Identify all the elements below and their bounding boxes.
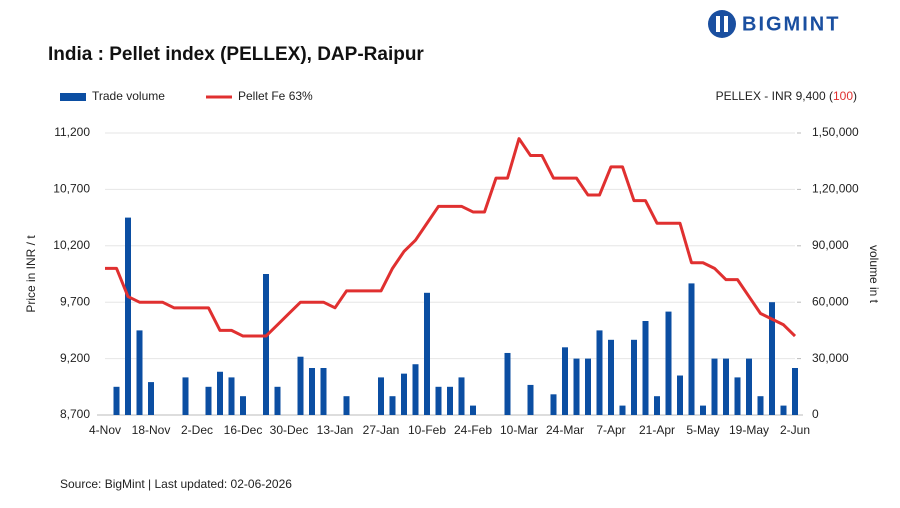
y-tick-label: 9,700 [60, 294, 90, 308]
y2-tick-label: 0 [812, 407, 819, 421]
bar [148, 382, 154, 415]
bar [700, 405, 706, 415]
bar [711, 358, 718, 415]
y2-tick-label: 1,20,000 [812, 182, 859, 196]
annotation-text: PELLEX - INR 9,400 ( [716, 89, 833, 103]
bar [585, 358, 591, 415]
x-tick-label: 2-Dec [181, 423, 213, 437]
x-tick-label: 19-May [729, 423, 769, 437]
bar [504, 352, 511, 415]
bar [205, 386, 212, 415]
x-tick-label: 2-Jun [780, 423, 810, 437]
bar [274, 386, 281, 415]
bar [182, 377, 189, 415]
bar [619, 405, 626, 415]
bar [447, 386, 453, 415]
bar [435, 386, 442, 415]
x-tick-label: 10-Mar [500, 423, 538, 437]
y-tick-label: 9,200 [60, 351, 90, 365]
annotation-close: ) [853, 89, 857, 103]
bar [320, 368, 327, 415]
x-tick-label: 10-Feb [408, 423, 446, 437]
bar [723, 358, 729, 415]
bar [780, 405, 787, 415]
bar [642, 321, 649, 415]
bar [470, 405, 476, 415]
logo-icon-part [724, 16, 728, 32]
bar [389, 396, 396, 415]
y-axis-title: Price in INR / t [24, 235, 38, 313]
bar [550, 394, 557, 415]
x-tick-label: 21-Apr [639, 423, 675, 437]
bar [792, 368, 798, 415]
bar [263, 274, 269, 415]
annotation: PELLEX - INR 9,400 (100) [716, 89, 857, 103]
bar [654, 396, 660, 415]
x-tick-label: 24-Mar [546, 423, 584, 437]
annotation-highlight: 100 [833, 89, 853, 103]
bar [688, 283, 695, 415]
y2-tick-label: 30,000 [812, 351, 849, 365]
bar [217, 371, 223, 415]
bar [677, 375, 683, 415]
line [105, 137, 797, 338]
y2-axis-title: volume in t [867, 245, 881, 304]
x-tick-label: 24-Feb [454, 423, 492, 437]
legend-label: Pellet Fe 63% [238, 89, 313, 103]
y2-tick-label: 60,000 [812, 294, 849, 308]
x-tick-label: 13-Jan [317, 423, 354, 437]
bar [562, 347, 568, 415]
bar [401, 373, 407, 415]
logo-icon-part [716, 16, 720, 32]
bar [297, 356, 304, 415]
bar [631, 339, 637, 415]
bar [665, 311, 672, 415]
y-tick-label: 10,200 [53, 238, 90, 252]
x-tick-label: 16-Dec [224, 423, 263, 437]
x-tick-label: 5-May [686, 423, 719, 437]
bar [596, 330, 603, 415]
bar [343, 396, 350, 415]
legend-label: Trade volume [92, 89, 165, 103]
brand: BIGMINT [742, 13, 840, 35]
y-tick-label: 11,200 [54, 125, 90, 139]
bar [309, 368, 315, 415]
bar [412, 364, 419, 415]
x-tick-label: 27-Jan [363, 423, 400, 437]
logo: BIGMINT [708, 10, 840, 38]
bar [113, 386, 120, 415]
x-tick-label: 4-Nov [89, 423, 121, 437]
x-tick-label: 7-Apr [596, 423, 625, 437]
source: Source: BigMint | Last updated: 02-06-20… [60, 477, 292, 491]
bar [527, 384, 534, 415]
bar [573, 358, 580, 415]
y2-tick-label: 1,50,000 [812, 125, 859, 139]
bar [734, 377, 741, 415]
bar [228, 377, 235, 415]
bar [757, 396, 764, 415]
bar [378, 377, 384, 415]
bar [769, 302, 775, 415]
bar [608, 339, 614, 415]
bar [125, 217, 131, 415]
x-tick-label: 30-Dec [270, 423, 309, 437]
bar [746, 358, 752, 415]
bar [424, 292, 430, 415]
logo-icon [708, 10, 736, 38]
bar [240, 396, 246, 415]
x-tick-label: 18-Nov [132, 423, 171, 437]
y-tick-label: 8,700 [60, 407, 90, 421]
y2-tick-label: 90,000 [812, 238, 849, 252]
chart-title: India : Pellet index (PELLEX), DAP-Raipu… [48, 44, 424, 65]
bar [136, 330, 143, 415]
y-tick-label: 10,700 [53, 182, 90, 196]
legend-swatch [60, 93, 86, 101]
bar [458, 377, 465, 415]
